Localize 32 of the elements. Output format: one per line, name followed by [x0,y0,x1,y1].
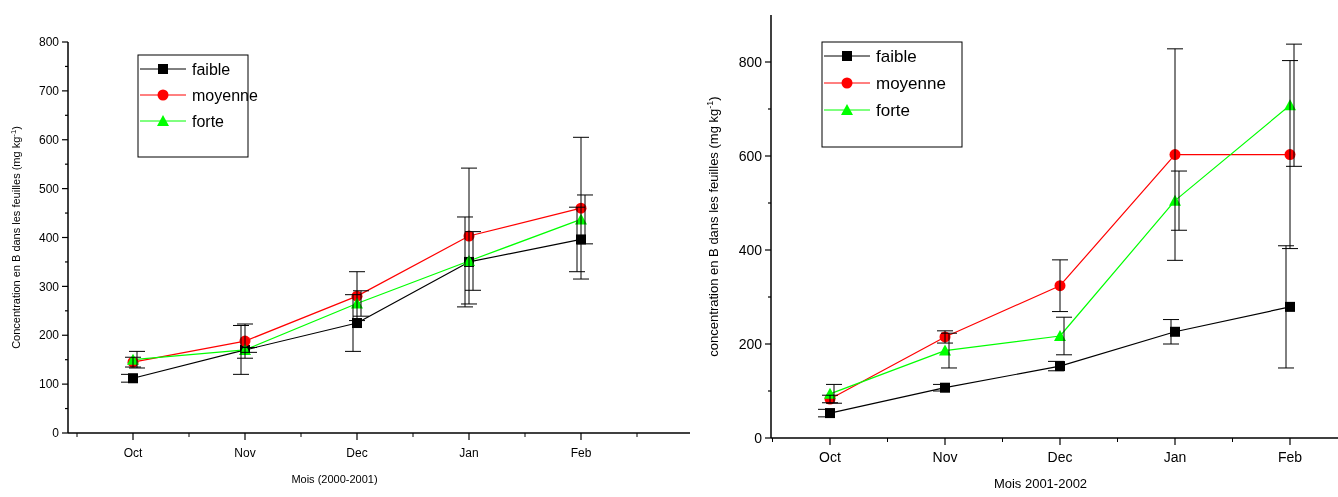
legend-label: moyenne [876,73,946,93]
y-tick-label: 600 [738,147,763,164]
y-tick-label: 100 [38,377,60,392]
y-tick-label: 200 [38,328,60,343]
legend-label: faible [876,46,917,66]
y-tick-label: 300 [38,279,60,294]
x-tick-label: Nov [234,446,256,460]
x-axis-title: Mois 2001-2002 [993,476,1088,491]
y-tick-label: 0 [52,426,60,441]
x-tick-label: Jan [459,446,479,460]
y-tick-label: 800 [38,35,60,50]
legend-label: moyenne [192,86,258,104]
legend-label: forte [876,100,911,120]
x-tick-label: Nov [932,449,958,465]
x-tick-label: Oct [819,449,841,465]
x-tick-label: Oct [123,446,143,460]
x-tick-label: Jan [1163,449,1187,465]
y-tick-label: 200 [738,335,763,352]
y-tick-label: 0 [754,429,763,446]
x-axis-title: Mois (2000-2001) [291,473,378,485]
y-tick-label: 600 [38,132,60,147]
x-tick-label: Feb [570,446,592,460]
x-tick-label: Dec [1047,449,1073,465]
x-tick-label: Dec [346,446,368,460]
x-tick-label: Feb [1277,449,1303,465]
y-tick-label: 800 [738,53,763,70]
y-tick-label: 400 [738,241,763,258]
y-tick-label: 500 [38,181,60,196]
legend-label: forte [192,112,225,130]
legend-label: faible [192,60,231,78]
y-tick-label: 700 [38,84,60,99]
y-tick-label: 400 [38,230,60,245]
